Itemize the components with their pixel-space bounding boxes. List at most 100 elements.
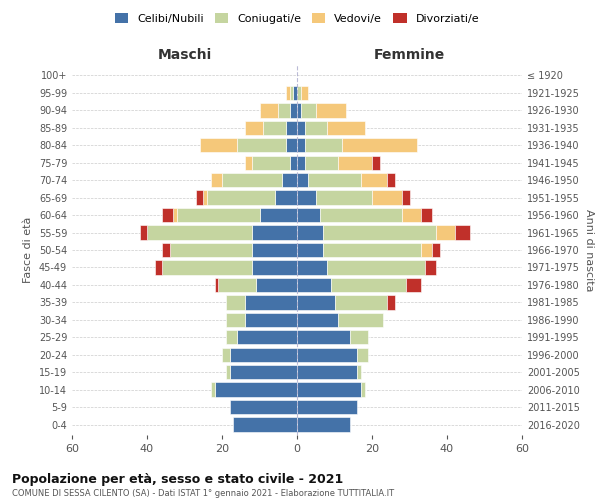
Bar — [229, 365, 297, 380]
Bar — [297, 86, 301, 100]
Bar — [432, 243, 439, 257]
Bar — [297, 400, 357, 414]
Bar — [286, 120, 297, 135]
Bar — [308, 173, 361, 188]
Bar — [170, 243, 252, 257]
Bar — [215, 382, 297, 397]
Bar — [402, 190, 409, 205]
Bar — [402, 208, 421, 222]
Bar — [203, 190, 207, 205]
Bar — [327, 120, 365, 135]
Bar — [293, 86, 297, 100]
Bar — [297, 103, 301, 118]
Bar — [297, 348, 357, 362]
Bar — [305, 156, 338, 170]
Bar — [177, 208, 260, 222]
Bar — [421, 243, 432, 257]
Bar — [316, 103, 346, 118]
Bar — [245, 312, 297, 327]
Bar — [252, 226, 297, 239]
Bar — [252, 243, 297, 257]
Bar — [286, 138, 297, 152]
Bar — [297, 295, 335, 310]
Bar — [196, 190, 203, 205]
Bar — [305, 138, 342, 152]
Bar — [301, 86, 308, 100]
Bar — [215, 278, 218, 292]
Bar — [361, 382, 365, 397]
Bar — [290, 156, 297, 170]
Bar — [297, 173, 308, 188]
Bar — [211, 173, 222, 188]
Bar — [387, 173, 395, 188]
Bar — [263, 120, 286, 135]
Bar — [222, 173, 282, 188]
Bar — [229, 348, 297, 362]
Bar — [245, 120, 263, 135]
Bar — [173, 208, 177, 222]
Bar — [301, 103, 316, 118]
Bar — [316, 190, 372, 205]
Bar — [162, 260, 252, 274]
Bar — [211, 382, 215, 397]
Legend: Celibi/Nubili, Coniugati/e, Vedovi/e, Divorziati/e: Celibi/Nubili, Coniugati/e, Vedovi/e, Di… — [115, 13, 479, 24]
Bar — [162, 243, 170, 257]
Bar — [226, 330, 237, 344]
Bar — [297, 330, 349, 344]
Bar — [335, 295, 387, 310]
Bar — [199, 138, 237, 152]
Bar — [361, 173, 387, 188]
Bar — [297, 365, 357, 380]
Bar — [331, 278, 406, 292]
Bar — [297, 120, 305, 135]
Bar — [320, 208, 402, 222]
Bar — [278, 103, 290, 118]
Bar — [207, 190, 275, 205]
Bar — [162, 208, 173, 222]
Bar — [342, 138, 417, 152]
Bar — [218, 278, 256, 292]
Bar — [436, 226, 455, 239]
Bar — [297, 278, 331, 292]
Bar — [297, 382, 361, 397]
Bar — [275, 190, 297, 205]
Bar — [297, 312, 338, 327]
Bar — [357, 348, 368, 362]
Bar — [327, 260, 425, 274]
Bar — [323, 226, 436, 239]
Bar — [290, 86, 293, 100]
Bar — [349, 330, 368, 344]
Bar — [237, 330, 297, 344]
Bar — [297, 226, 323, 239]
Bar — [229, 400, 297, 414]
Text: Popolazione per età, sesso e stato civile - 2021: Popolazione per età, sesso e stato civil… — [12, 472, 343, 486]
Y-axis label: Anni di nascita: Anni di nascita — [584, 209, 593, 291]
Bar — [406, 278, 421, 292]
Bar — [226, 295, 245, 310]
Bar — [387, 295, 395, 310]
Bar — [286, 86, 290, 100]
Bar — [252, 156, 290, 170]
Bar — [425, 260, 436, 274]
Bar — [421, 208, 432, 222]
Bar — [256, 278, 297, 292]
Bar — [290, 103, 297, 118]
Y-axis label: Fasce di età: Fasce di età — [23, 217, 33, 283]
Bar — [245, 156, 252, 170]
Bar — [297, 418, 349, 432]
Bar — [237, 138, 286, 152]
Bar — [226, 312, 245, 327]
Bar — [226, 365, 229, 380]
Text: Femmine: Femmine — [374, 48, 445, 62]
Bar — [323, 243, 421, 257]
Bar — [297, 190, 316, 205]
Bar — [297, 208, 320, 222]
Bar — [260, 208, 297, 222]
Bar — [297, 138, 305, 152]
Bar — [282, 173, 297, 188]
Bar — [147, 226, 252, 239]
Bar — [305, 120, 327, 135]
Bar — [222, 348, 229, 362]
Bar — [455, 226, 470, 239]
Bar — [338, 312, 383, 327]
